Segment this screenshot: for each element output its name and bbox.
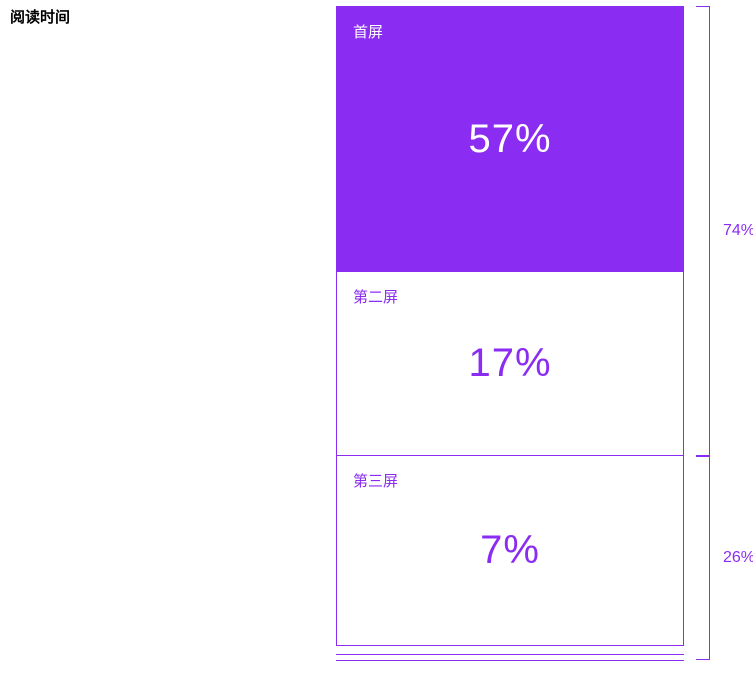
segment-1: 首屏 57% (336, 6, 684, 272)
bracket-top-label: 74% (723, 222, 753, 240)
chart-title: 阅读时间 (10, 6, 70, 27)
segment-1-label: 首屏 (353, 21, 383, 42)
footer-rule-1 (336, 654, 684, 655)
bracket-bottom-label: 26% (723, 549, 753, 567)
segment-3-value: 7% (480, 528, 540, 573)
segment-2: 第二屏 17% (336, 272, 684, 456)
segment-2-value: 17% (468, 341, 551, 386)
segment-3: 第三屏 7% (336, 456, 684, 646)
footer-rule-2 (336, 660, 684, 661)
bracket-bottom: 26% (696, 456, 710, 660)
reading-time-chart: 首屏 57% 第二屏 17% 第三屏 7% (336, 6, 684, 646)
bracket-top: 74% (696, 6, 710, 456)
segment-2-label: 第二屏 (353, 286, 398, 307)
segment-3-label: 第三屏 (353, 470, 398, 491)
segment-1-value: 57% (468, 117, 551, 162)
